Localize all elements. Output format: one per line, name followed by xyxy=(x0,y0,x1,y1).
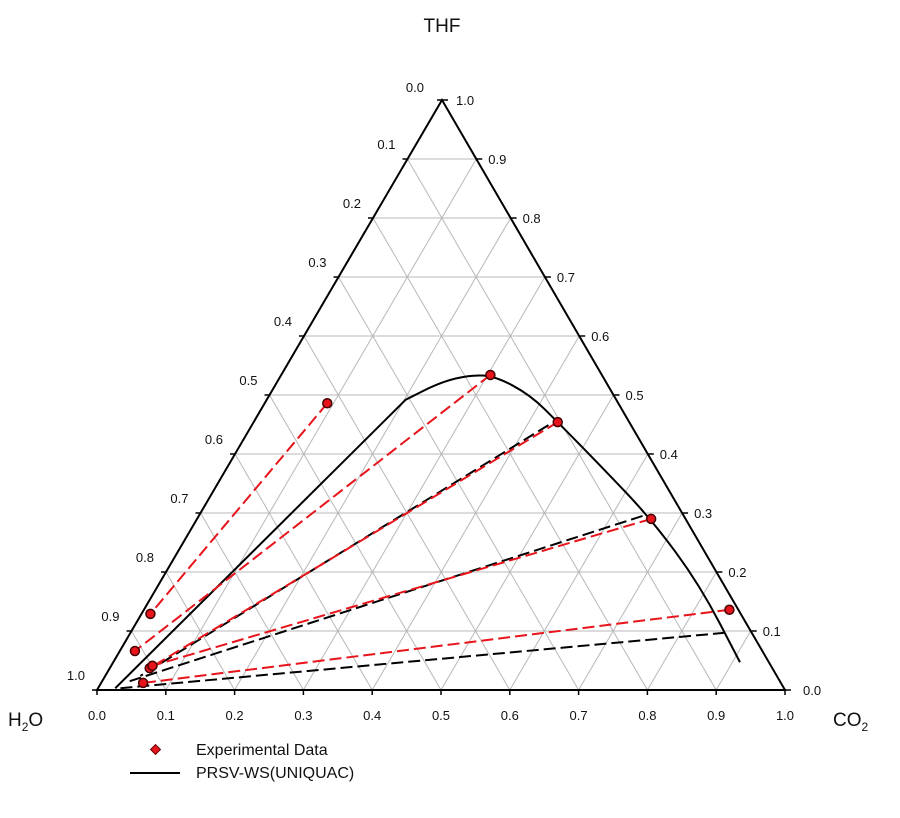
experimental-tie-line xyxy=(134,374,491,652)
grid-line-h2o xyxy=(234,453,373,691)
tick-label-co2: 0.4 xyxy=(363,708,381,723)
vertex-label-co2: CO2 xyxy=(833,710,869,734)
tick-label-thf: 0.3 xyxy=(694,506,712,521)
experimental-point xyxy=(552,416,563,428)
legend-label-experimental: Experimental Data xyxy=(196,742,328,759)
tick-label-thf: 0.8 xyxy=(523,211,541,226)
legend: Experimental Data PRSV-WS(UNIQUAC) xyxy=(130,742,354,782)
grid-line-co2 xyxy=(715,630,752,691)
tick-label-h2o: 0.3 xyxy=(308,255,326,270)
tick-label-thf: 0.7 xyxy=(557,270,575,285)
grid-lines xyxy=(131,158,752,691)
experimental-tie-line xyxy=(149,402,329,615)
vertex-label-thf: THF xyxy=(424,16,461,37)
tick-label-co2: 0.6 xyxy=(501,708,519,723)
grid-line-co2 xyxy=(578,512,683,691)
tick-label-thf: 0.6 xyxy=(591,329,609,344)
tick-label-h2o: 0.2 xyxy=(343,196,361,211)
grid-line-h2o xyxy=(372,217,648,691)
tick-label-h2o: 1.0 xyxy=(67,668,85,683)
tick-label-thf: 0.2 xyxy=(728,565,746,580)
experimental-data xyxy=(129,369,735,689)
tick-label-co2: 0.1 xyxy=(157,708,175,723)
tick-label-h2o: 0.8 xyxy=(136,550,154,565)
tick-label-co2: 0.7 xyxy=(570,708,588,723)
tick-label-thf: 0.5 xyxy=(626,388,644,403)
grid-line-h2o xyxy=(269,394,442,691)
grid-line-h2o xyxy=(165,571,236,691)
legend-marker-experimental xyxy=(149,743,162,756)
experimental-point xyxy=(129,645,141,657)
tick-label-co2: 0.2 xyxy=(226,708,244,723)
tick-label-h2o: 0.7 xyxy=(170,491,188,506)
model-tie-line xyxy=(119,631,725,690)
tick-label-co2: 0.9 xyxy=(707,708,725,723)
tick-label-thf: 0.9 xyxy=(488,152,506,167)
experimental-point xyxy=(137,677,149,689)
tick-label-thf: 1.0 xyxy=(456,93,474,108)
tick-label-co2: 0.5 xyxy=(432,708,450,723)
model-binodal-curve xyxy=(114,374,741,689)
tick-label-co2: 0.0 xyxy=(88,708,106,723)
experimental-tie-line xyxy=(152,517,652,667)
experimental-point xyxy=(147,660,158,672)
model-curves xyxy=(114,374,741,690)
grid-line-h2o xyxy=(200,512,304,691)
grid-line-h2o xyxy=(131,630,167,691)
tick-label-thf: 0.4 xyxy=(660,447,678,462)
tick-labels: 0.0 0.0 0.0 0.1 0.1 0.1 0.2 0.2 0.2 0.3 0.3 0.3 0.4 0… xyxy=(67,80,821,723)
experimental-point xyxy=(145,608,156,620)
experimental-point xyxy=(485,369,496,381)
experimental-point xyxy=(724,604,735,616)
grid-line-h2o xyxy=(338,276,580,691)
tick-label-h2o: 0.4 xyxy=(274,314,292,329)
grid-line-co2 xyxy=(302,276,546,691)
tick-label-h2o: 0.1 xyxy=(377,137,395,152)
tick-label-co2: 0.3 xyxy=(294,708,312,723)
experimental-point xyxy=(645,513,657,525)
tick-label-co2: 1.0 xyxy=(776,708,794,723)
tick-label-h2o: 0.9 xyxy=(101,609,119,624)
tick-label-thf: 0.1 xyxy=(763,624,781,639)
tick-label-h2o: 0.6 xyxy=(205,432,223,447)
tick-label-h2o: 0.5 xyxy=(239,373,257,388)
experimental-point xyxy=(322,398,333,409)
model-tie-line xyxy=(129,514,643,683)
legend-label-model: PRSV-WS(UNIQUAC) xyxy=(196,765,354,782)
tick-label-thf: 0.0 xyxy=(803,683,821,698)
tick-label-co2: 0.8 xyxy=(638,708,656,723)
experimental-tie-line xyxy=(142,608,730,684)
grid-line-co2 xyxy=(165,158,477,691)
tick-label-h2o: 0.0 xyxy=(406,80,424,95)
experimental-tie-line xyxy=(149,421,559,670)
vertex-label-h2o: H2O xyxy=(8,710,43,734)
grid-line-co2 xyxy=(440,394,614,691)
